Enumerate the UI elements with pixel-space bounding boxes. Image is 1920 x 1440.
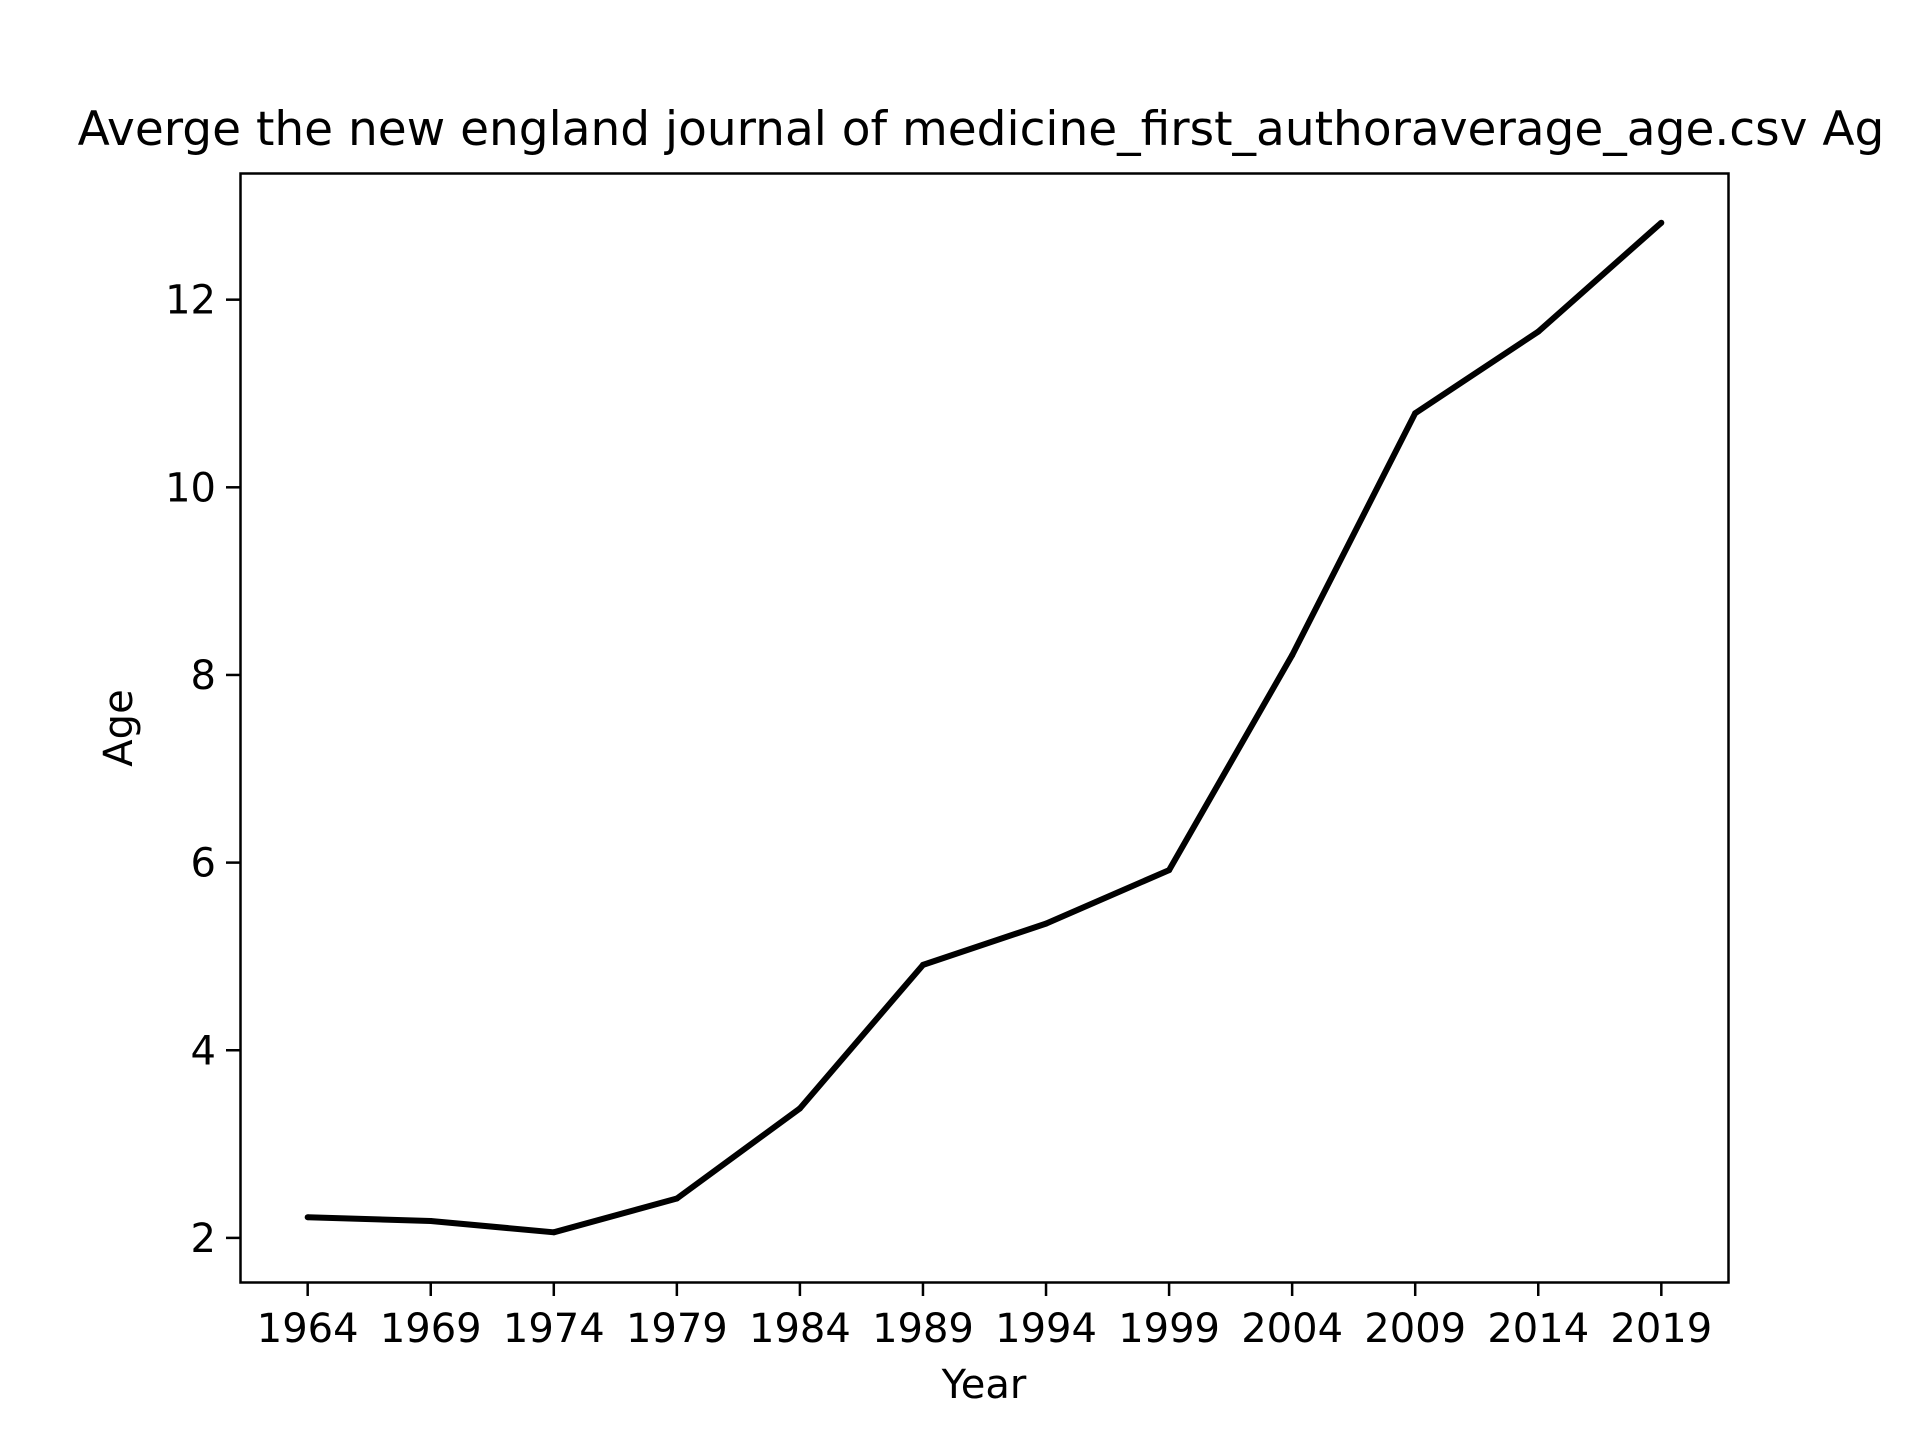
x-tick-label: 1979	[626, 1306, 728, 1352]
data-point	[919, 961, 926, 968]
series-line	[307, 220, 1664, 1236]
y-tick-label: 12	[165, 278, 216, 324]
x-tick-label: 1974	[503, 1306, 605, 1352]
data-point	[1535, 328, 1542, 335]
x-axis-label: Year	[941, 1362, 1027, 1408]
y-tick-label: 4	[191, 1028, 216, 1074]
y-tick-label: 8	[191, 653, 216, 699]
x-tick-label: 1994	[995, 1306, 1097, 1352]
data-point	[1289, 652, 1296, 659]
x-tick-label: 1999	[1118, 1306, 1220, 1352]
series-layer	[304, 219, 1665, 1236]
data-point	[304, 1214, 311, 1221]
data-point	[673, 1195, 680, 1202]
x-tick-label: 1964	[257, 1306, 359, 1352]
data-point	[1166, 867, 1173, 874]
y-tick-label: 2	[191, 1216, 216, 1262]
data-point	[427, 1218, 434, 1225]
plot-area-frame	[239, 172, 1730, 1284]
x-tick-label: 1984	[749, 1306, 851, 1352]
x-tick-label: 2019	[1610, 1306, 1712, 1352]
x-tick-label: 1969	[380, 1306, 482, 1352]
x-tick-label: 2014	[1487, 1306, 1589, 1352]
data-point	[550, 1229, 557, 1236]
y-axis-label: Age	[96, 689, 142, 766]
data-point	[1043, 920, 1050, 927]
y-tick-label: 6	[191, 841, 216, 887]
x-axis-ticks: 1964 1969 1974 1979 1984 1989 1994 1999 2004 2009…	[257, 1282, 1712, 1352]
y-axis-ticks: 2 4 6 8 10 12	[165, 278, 240, 1262]
data-point	[796, 1105, 803, 1112]
data-point	[1412, 410, 1419, 417]
chart-title: Averge the new england journal of medici…	[78, 102, 1885, 157]
x-tick-label: 2009	[1364, 1306, 1466, 1352]
x-tick-label: 1989	[872, 1306, 974, 1352]
y-tick-label: 10	[165, 465, 216, 511]
x-tick-label: 2004	[1241, 1306, 1343, 1352]
data-point	[1658, 219, 1665, 226]
